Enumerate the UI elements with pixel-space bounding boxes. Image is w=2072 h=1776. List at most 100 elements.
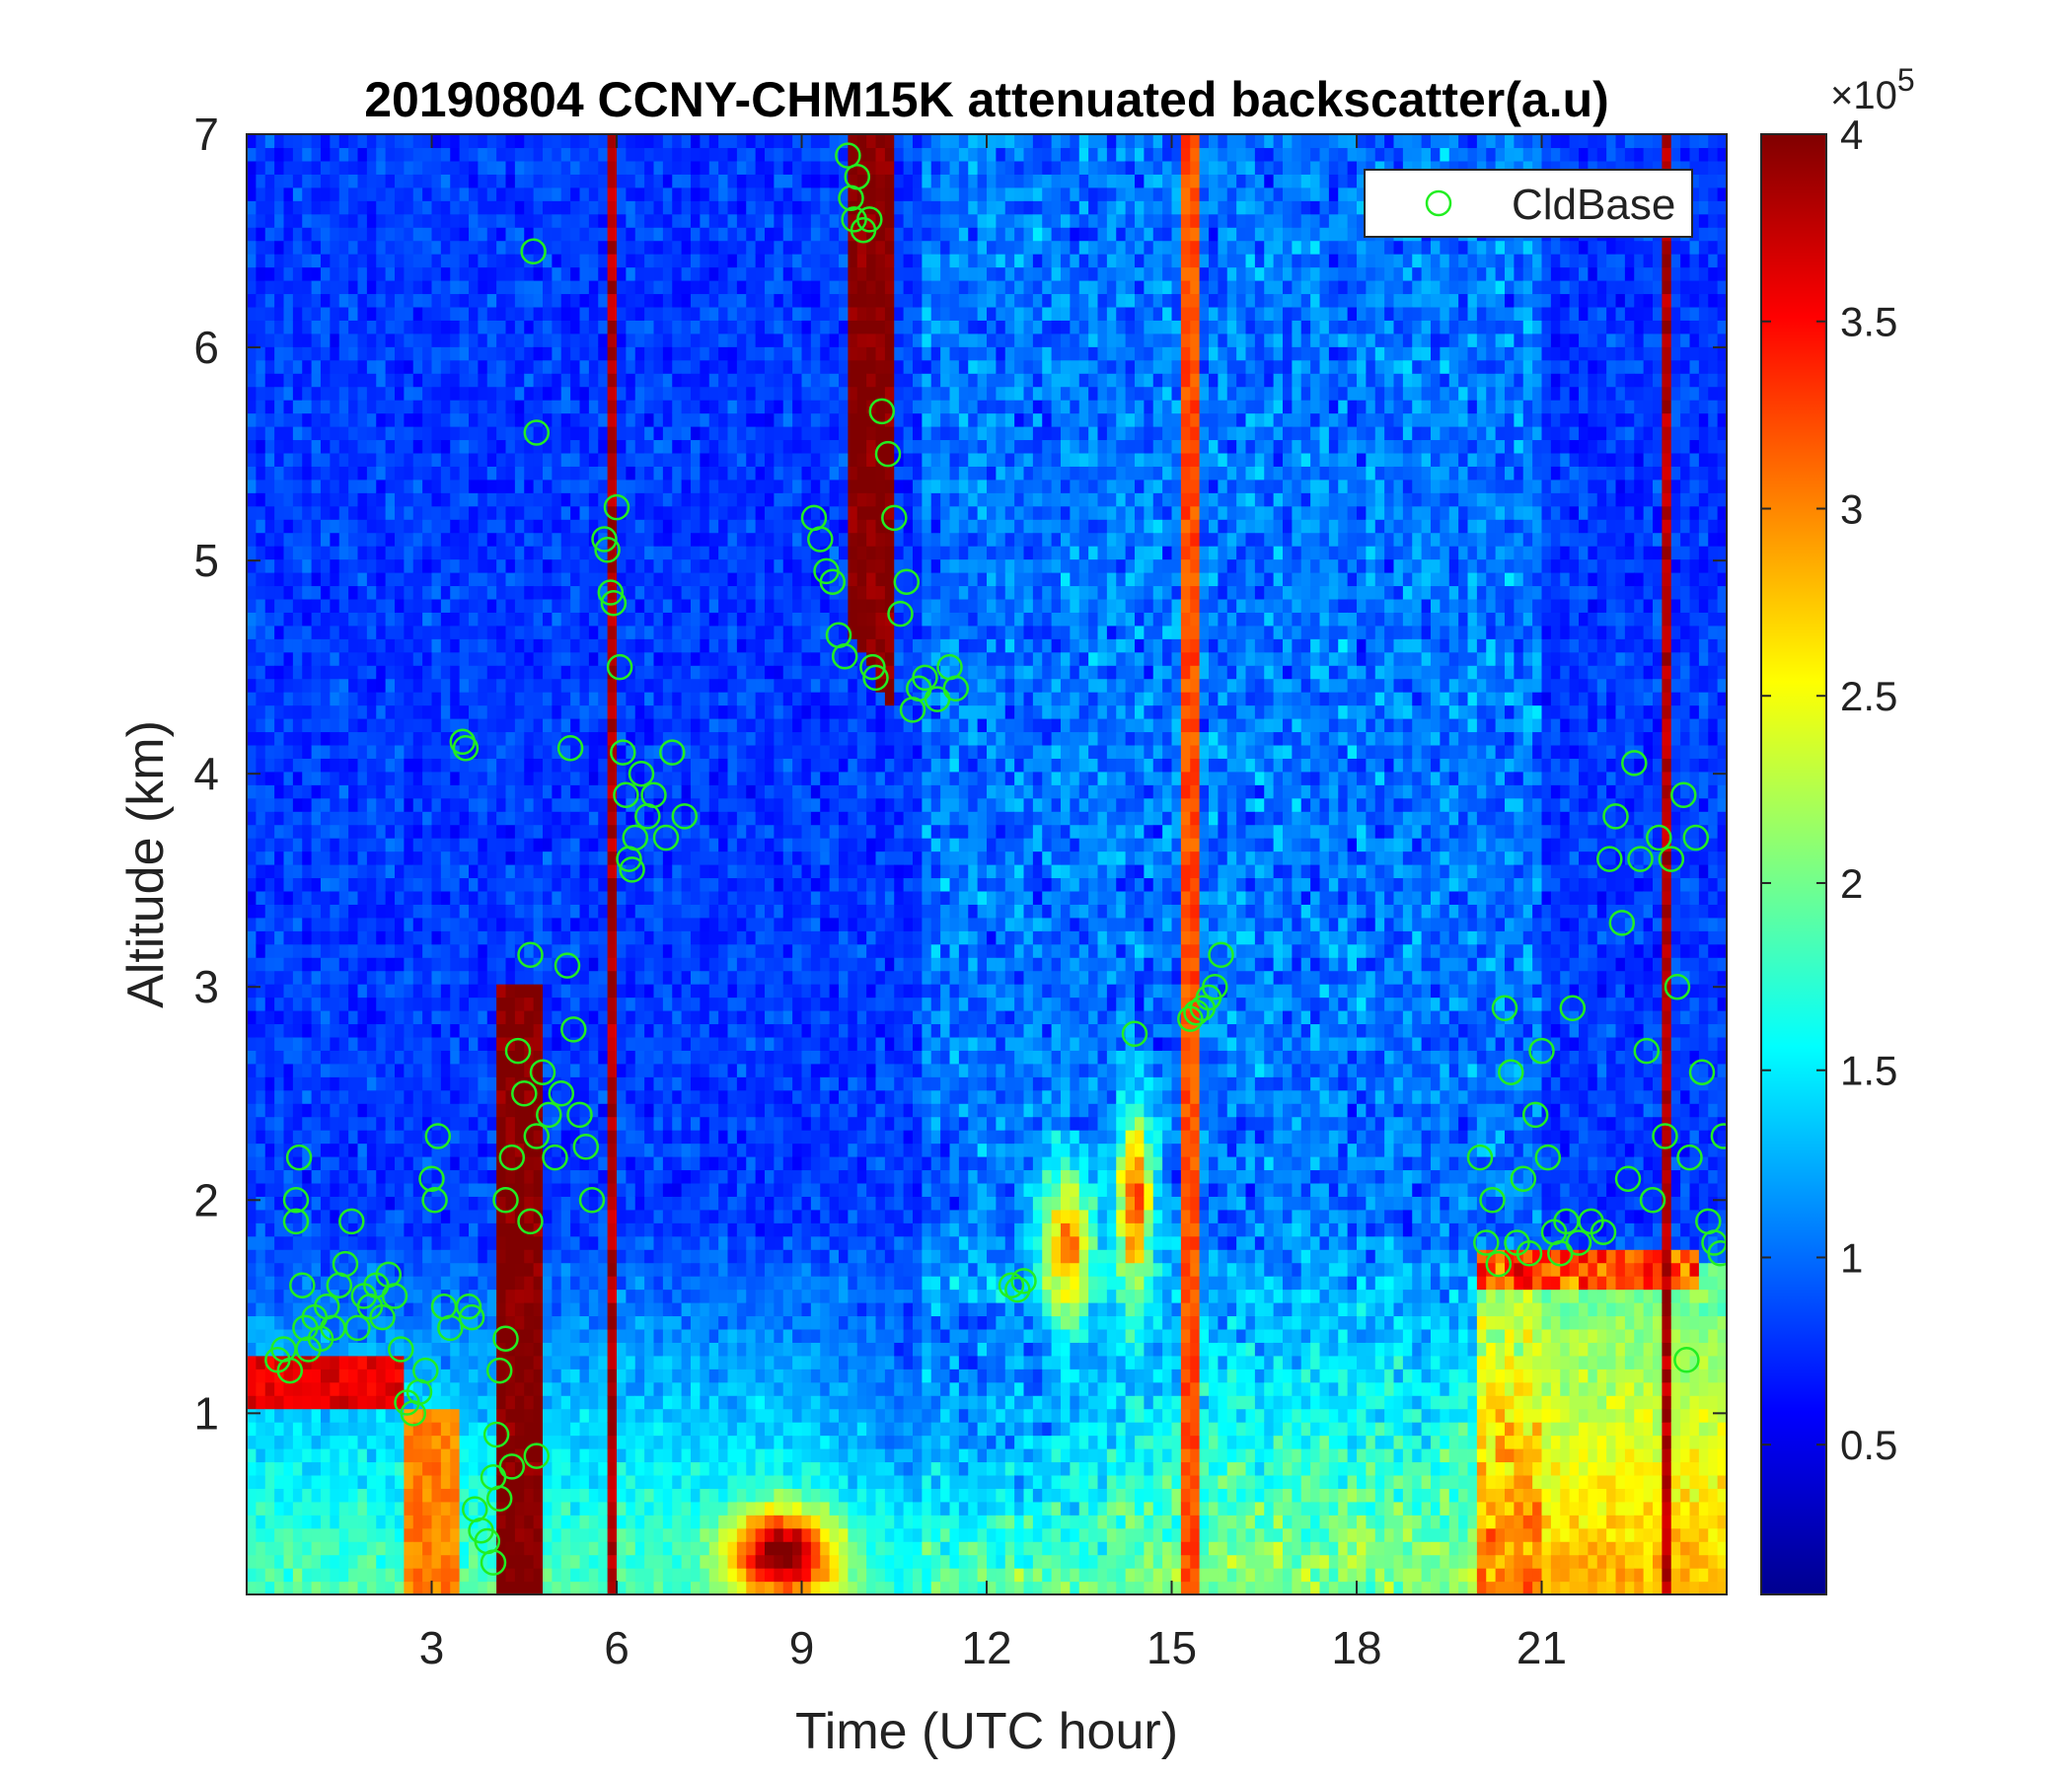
heatmap-cell	[588, 1063, 599, 1077]
heatmap-cell	[634, 1010, 645, 1025]
heatmap-cell	[283, 1249, 294, 1264]
heatmap-cell	[469, 466, 479, 481]
heatmap-cell	[514, 984, 525, 999]
heatmap-cell	[385, 160, 396, 175]
heatmap-cell	[366, 1369, 377, 1383]
heatmap-cell	[505, 373, 516, 388]
heatmap-cell	[348, 904, 359, 919]
heatmap-cell	[469, 970, 479, 985]
heatmap-cell	[412, 546, 423, 560]
heatmap-cell	[514, 240, 525, 255]
heatmap-cell	[552, 572, 562, 587]
heatmap-cell	[579, 1527, 590, 1542]
heatmap-cell	[338, 1342, 349, 1357]
heatmap-cell	[357, 280, 368, 295]
heatmap-cell	[653, 758, 664, 773]
heatmap-cell	[486, 625, 497, 639]
heatmap-cell	[514, 1501, 525, 1516]
heatmap-cell	[598, 346, 609, 361]
heatmap-cell	[552, 970, 562, 985]
heatmap-cell	[321, 1381, 331, 1396]
heatmap-cell	[404, 373, 414, 388]
heatmap-cell	[376, 519, 387, 534]
heatmap-cell	[588, 373, 599, 388]
heatmap-cell	[274, 877, 285, 892]
heatmap-cell	[459, 186, 470, 201]
heatmap-cell	[634, 1408, 645, 1423]
heatmap-cell	[348, 1461, 359, 1476]
heatmap-cell	[607, 1143, 618, 1157]
heatmap-cell	[404, 1515, 414, 1529]
heatmap-cell	[256, 1302, 266, 1317]
heatmap-cell	[524, 373, 535, 388]
heatmap-cell	[385, 638, 396, 653]
heatmap-cell	[626, 1010, 636, 1025]
heatmap-cell	[366, 877, 377, 892]
heatmap-cell	[570, 479, 581, 493]
heatmap-cell	[514, 558, 525, 573]
heatmap-cell	[598, 811, 609, 826]
heatmap-cell	[644, 1196, 655, 1211]
heatmap-cell	[376, 625, 387, 639]
heatmap-cell	[617, 160, 627, 175]
heatmap-cell	[404, 1249, 414, 1264]
heatmap-cell	[357, 1156, 368, 1171]
heatmap-cell	[607, 1488, 618, 1503]
heatmap-cell	[431, 1143, 442, 1157]
heatmap-cell	[533, 240, 544, 255]
heatmap-cell	[440, 147, 451, 162]
heatmap-cell	[321, 1262, 331, 1277]
heatmap-cell	[662, 1235, 673, 1250]
heatmap-cell	[311, 917, 322, 931]
heatmap-cell	[292, 266, 303, 281]
heatmap-cell	[496, 1103, 507, 1118]
heatmap-cell	[440, 970, 451, 985]
heatmap-cell	[348, 811, 359, 826]
heatmap-cell	[634, 1474, 645, 1489]
heatmap-cell	[292, 625, 303, 639]
heatmap-cell	[440, 598, 451, 613]
heatmap-cell	[514, 744, 525, 759]
heatmap-cell	[330, 519, 340, 534]
heatmap-cell	[264, 1156, 275, 1171]
heatmap-cell	[617, 917, 627, 931]
heatmap-cell	[311, 612, 322, 627]
heatmap-cell	[292, 227, 303, 242]
heatmap-cell	[552, 359, 562, 374]
heatmap-cell	[533, 1262, 544, 1277]
heatmap-cell	[283, 213, 294, 228]
heatmap-cell	[496, 1116, 507, 1131]
heatmap-cell	[588, 333, 599, 347]
heatmap-cell	[274, 400, 285, 414]
heatmap-cell	[570, 1381, 581, 1396]
heatmap-cell	[376, 612, 387, 627]
heatmap-cell	[598, 1156, 609, 1171]
heatmap-cell	[348, 651, 359, 666]
heatmap-cell	[450, 1182, 461, 1197]
heatmap-cell	[292, 1103, 303, 1118]
heatmap-cell	[330, 1474, 340, 1489]
heatmap-cell	[524, 293, 535, 308]
heatmap-cell	[311, 1036, 322, 1051]
heatmap-cell	[357, 917, 368, 931]
heatmap-cell	[385, 386, 396, 401]
heatmap-cell	[404, 692, 414, 706]
heatmap-cell	[644, 186, 655, 201]
heatmap-cell	[292, 811, 303, 826]
heatmap-cell	[385, 320, 396, 334]
heatmap-cell	[292, 930, 303, 945]
heatmap-cell	[395, 1395, 405, 1410]
heatmap-cell	[607, 744, 618, 759]
heatmap-cell	[560, 505, 571, 520]
heatmap-cell	[338, 1076, 349, 1091]
heatmap-cell	[247, 1369, 257, 1383]
heatmap-cell	[404, 452, 414, 467]
heatmap-cell	[644, 612, 655, 627]
heatmap-cell	[431, 890, 442, 905]
heatmap-cell	[412, 612, 423, 627]
heatmap-cell	[524, 784, 535, 799]
heatmap-cell	[395, 1076, 405, 1091]
heatmap-cell	[450, 479, 461, 493]
heatmap-cell	[505, 1156, 516, 1171]
heatmap-cell	[311, 1554, 322, 1569]
